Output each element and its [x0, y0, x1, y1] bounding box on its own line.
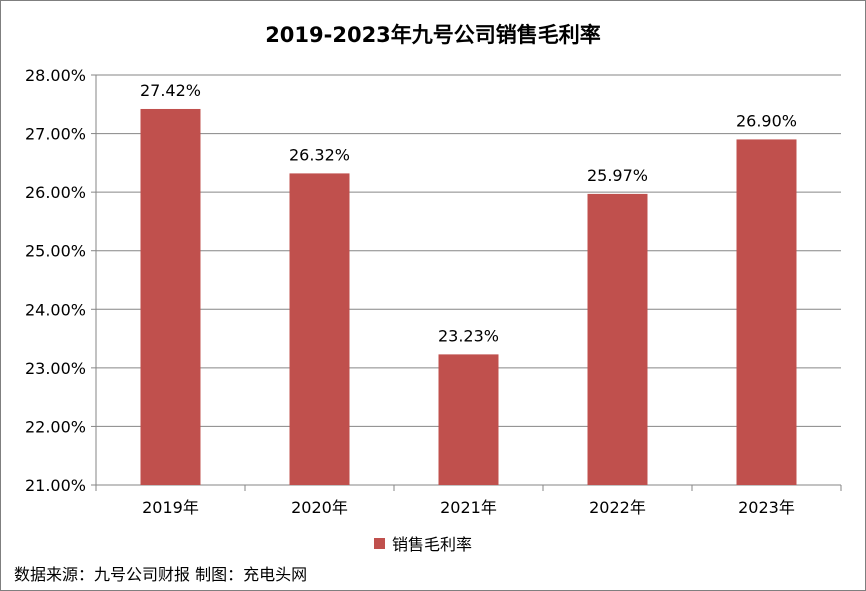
x-tick-label: 2020年 — [291, 498, 348, 517]
bar — [736, 139, 797, 485]
data-label: 26.90% — [736, 111, 797, 130]
legend: 销售毛利率 — [374, 535, 472, 554]
bar — [587, 193, 648, 485]
y-tick-label: 21.00% — [25, 476, 86, 495]
y-tick-label: 25.00% — [25, 242, 86, 261]
x-tick-label: 2022年 — [589, 498, 646, 517]
data-label: 23.23% — [438, 326, 499, 345]
data-label: 26.32% — [289, 145, 350, 164]
y-tick-label: 23.00% — [25, 359, 86, 378]
source-note: 数据来源：九号公司财报 制图：充电头网 — [14, 565, 308, 584]
y-tick-label: 28.00% — [25, 66, 86, 85]
bars — [140, 108, 797, 485]
legend-swatch — [374, 538, 385, 549]
y-tick-label: 27.00% — [25, 125, 86, 144]
data-label: 27.42% — [140, 81, 201, 100]
data-labels: 27.42% 26.32% 23.23% 25.97% 26.90% — [140, 81, 797, 345]
bar — [140, 108, 201, 485]
x-tick-label: 2021年 — [440, 498, 497, 517]
bar — [289, 173, 350, 485]
bar — [438, 354, 499, 485]
data-label: 25.97% — [587, 166, 648, 185]
chart-title: 2019-2023年九号公司销售毛利率 — [265, 23, 601, 47]
x-axis-ticks: 2019年 2020年 2021年 2022年 2023年 — [95, 485, 842, 517]
y-tick-label: 26.00% — [25, 183, 86, 202]
gridlines — [96, 74, 841, 427]
y-axis-ticks: 21.00% 22.00% 23.00% 24.00% 25.00% 26.00% 27.0… — [25, 66, 96, 495]
y-tick-label: 24.00% — [25, 300, 86, 319]
x-tick-label: 2023年 — [738, 498, 795, 517]
y-tick-label: 22.00% — [25, 417, 86, 436]
legend-label: 销售毛利率 — [392, 535, 472, 554]
x-tick-label: 2019年 — [142, 498, 199, 517]
